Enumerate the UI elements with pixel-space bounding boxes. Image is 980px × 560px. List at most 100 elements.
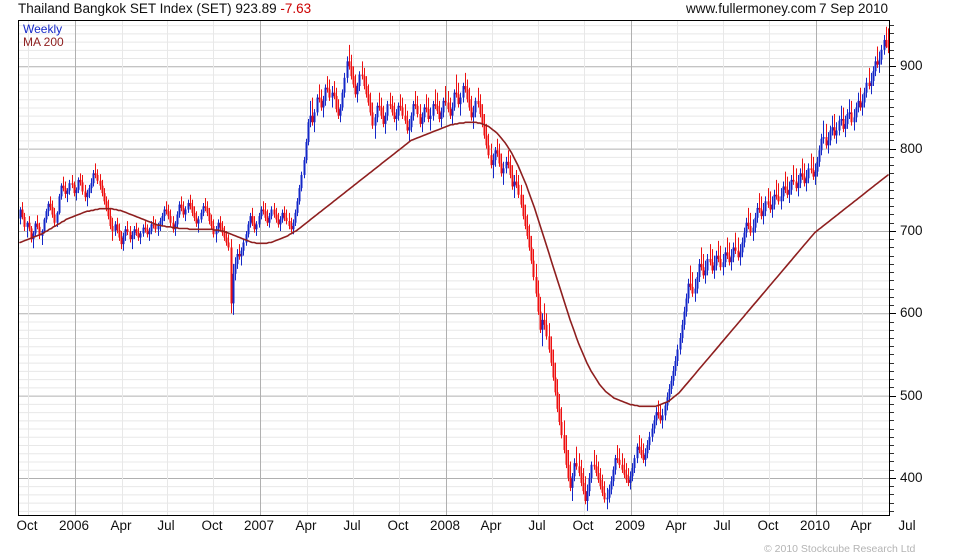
y-axis-tick-mark <box>890 486 894 488</box>
chart-header: Thailand Bangkok SET Index (SET) 923.89 … <box>0 0 980 20</box>
y-axis-tick-mark <box>890 379 894 381</box>
y-axis-tick-mark <box>890 107 894 109</box>
y-axis-tick-mark <box>890 305 894 307</box>
y-axis-tick-mark <box>890 502 894 504</box>
y-axis-tick-mark <box>890 477 896 479</box>
legend-item-ma200: MA 200 <box>23 35 64 49</box>
x-axis-label: Jul <box>528 518 546 533</box>
y-axis-tick-mark <box>890 412 894 414</box>
x-axis-label: Jul <box>343 518 361 533</box>
y-axis-tick-mark <box>890 436 894 438</box>
y-axis-tick-mark <box>890 453 894 455</box>
y-axis: 400 500 600 700 800 900 <box>890 20 980 516</box>
y-axis-tick-mark <box>890 74 894 76</box>
y-axis-tick-mark <box>890 140 894 142</box>
y-axis-tick-mark <box>890 49 894 51</box>
y-axis-tick-mark <box>890 165 894 167</box>
chart-legend: Weekly MA 200 <box>23 23 64 49</box>
y-axis-label: 500 <box>900 387 923 403</box>
x-axis-label: 2007 <box>243 518 275 533</box>
y-axis-tick-mark <box>890 403 894 405</box>
y-axis-tick-mark <box>890 33 894 35</box>
y-axis-label: 400 <box>900 469 923 485</box>
y-axis-tick-mark <box>890 189 894 191</box>
y-axis-tick-mark <box>890 420 894 422</box>
x-axis-label: 2006 <box>58 518 90 533</box>
y-axis-tick-mark <box>890 354 894 356</box>
chart-change-value: -7.63 <box>280 1 312 16</box>
y-axis-label: 800 <box>900 140 923 156</box>
x-axis-label: Jul <box>898 518 916 533</box>
y-axis-tick-mark <box>890 123 894 125</box>
plot-area: Weekly MA 200 <box>18 20 890 516</box>
x-axis-label: Oct <box>201 518 223 533</box>
x-axis-label: Oct <box>16 518 38 533</box>
y-axis-tick-mark <box>890 346 894 348</box>
y-axis-tick-mark <box>890 132 894 134</box>
y-axis-tick-mark <box>890 181 894 183</box>
y-axis-tick-mark <box>890 461 894 463</box>
y-axis-tick-mark <box>890 198 894 200</box>
y-axis-tick-mark <box>890 230 896 232</box>
y-axis-tick-mark <box>890 82 894 84</box>
x-axis-label: Oct <box>757 518 779 533</box>
y-axis-tick-mark <box>890 115 894 117</box>
source-website: www.fullermoney.com <box>686 1 817 16</box>
plot-inner: Weekly MA 200 <box>19 21 889 515</box>
price-series-layer <box>19 26 889 511</box>
x-axis-label: 2009 <box>614 518 646 533</box>
y-axis-tick-mark <box>890 494 894 496</box>
y-axis-tick-mark <box>890 321 894 323</box>
x-axis-label: Jul <box>157 518 175 533</box>
y-axis-tick-mark <box>890 428 894 430</box>
y-axis-tick-mark <box>890 41 894 43</box>
y-axis-tick-mark <box>890 222 894 224</box>
y-axis-tick-mark <box>890 239 894 241</box>
chart-date: 7 Sep 2010 <box>819 1 889 16</box>
y-axis-tick-mark <box>890 313 896 315</box>
y-axis-label: 700 <box>900 222 923 238</box>
y-axis-label: 600 <box>900 305 923 321</box>
y-axis-tick-mark <box>890 337 894 339</box>
y-axis-tick-mark <box>890 99 894 101</box>
y-axis-tick-mark <box>890 296 894 298</box>
chart-title: Thailand Bangkok SET Index (SET) 923.89 … <box>18 1 311 16</box>
y-axis-tick-mark <box>890 469 894 471</box>
y-axis-tick-mark <box>890 148 896 150</box>
y-axis-tick-mark <box>890 156 894 158</box>
y-axis-tick-mark <box>890 214 894 216</box>
x-axis-label: Apr <box>110 518 132 533</box>
y-axis-tick-mark <box>890 173 894 175</box>
y-axis-tick-mark <box>890 395 896 397</box>
y-axis-tick-mark <box>890 387 894 389</box>
y-axis-tick-mark <box>890 206 894 208</box>
y-axis-tick-mark <box>890 25 894 27</box>
y-axis-tick-mark <box>890 255 894 257</box>
y-axis-tick-mark <box>890 329 894 331</box>
x-axis-label: 2010 <box>799 518 831 533</box>
x-axis-label: Jul <box>713 518 731 533</box>
y-axis-tick-mark <box>890 263 894 265</box>
y-axis-tick-mark <box>890 66 896 68</box>
y-axis-tick-mark <box>890 510 894 512</box>
y-axis-tick-mark <box>890 445 894 447</box>
x-axis-label: Oct <box>387 518 409 533</box>
x-axis-label: Apr <box>665 518 687 533</box>
grid-layer <box>19 21 889 515</box>
y-axis-tick-mark <box>890 90 894 92</box>
chart-title-text: Thailand Bangkok SET Index (SET) 923.89 <box>18 1 281 16</box>
legend-item-weekly: Weekly <box>23 22 63 36</box>
y-axis-tick-mark <box>890 58 894 60</box>
x-axis-label: Apr <box>295 518 317 533</box>
y-axis-tick-mark <box>890 247 894 249</box>
x-axis-label: 2008 <box>429 518 461 533</box>
copyright-notice: © 2010 Stockcube Research Ltd <box>764 543 916 555</box>
y-axis-tick-mark <box>890 280 894 282</box>
x-axis-label: Apr <box>850 518 872 533</box>
y-axis-tick-mark <box>890 272 894 274</box>
y-axis-tick-mark <box>890 370 894 372</box>
y-axis-label: 900 <box>900 58 923 74</box>
y-axis-tick-mark <box>890 288 894 290</box>
x-axis: Oct 2006 Apr Jul Oct 2007 Apr Jul Oct 2008 Apr Jul O… <box>16 518 978 540</box>
